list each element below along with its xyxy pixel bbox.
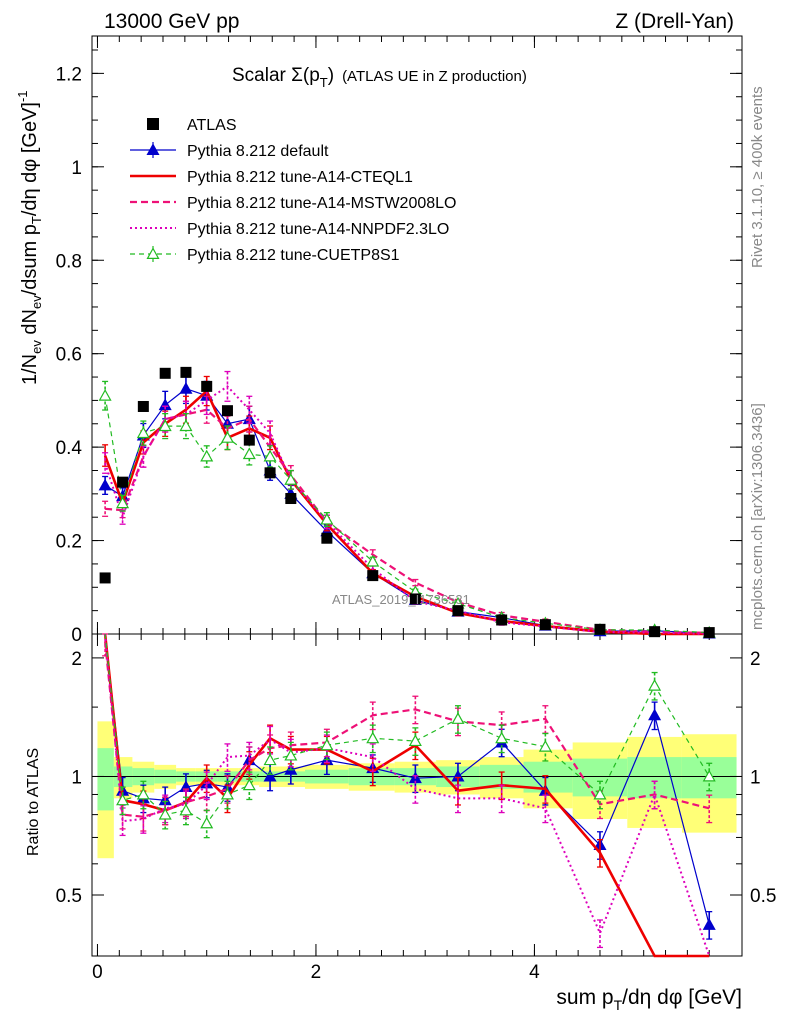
ratio-series-4-marker	[242, 778, 256, 791]
process-label: Z (Drell-Yan)	[615, 10, 734, 33]
series-5-marker	[98, 388, 112, 401]
inner-band-bin	[97, 748, 114, 811]
series-5-marker	[220, 431, 234, 443]
ratio-y-tick-label: 1	[71, 767, 82, 788]
ratio-series-0-marker	[702, 918, 716, 930]
y-axis-label: 1/Nev dNev/dsum pT/dη dφ [GeV]-1	[15, 90, 44, 385]
atlas-data-point	[496, 614, 508, 626]
y-tick-label: 0.8	[56, 251, 82, 272]
ratio-series	[102, 633, 716, 958]
atlas-data-point	[649, 626, 661, 638]
atlas-data-point	[159, 367, 171, 379]
legend-label-0: ATLAS	[187, 117, 237, 134]
ratio-series-4-marker	[702, 769, 716, 782]
atlas-data-point	[137, 400, 149, 412]
legend: ATLAS Pythia 8.212 default Pythia 8.212 tu…	[130, 117, 456, 264]
ratio-series-4-marker	[179, 803, 193, 816]
ratio-panel-frame	[91, 633, 743, 957]
atlas-data-point	[117, 476, 129, 488]
ratio-y-tick-label-right: 0.5	[750, 886, 776, 907]
ratio-y-tick-label: 0.5	[56, 886, 82, 907]
ratio-series-0-marker	[648, 708, 662, 721]
atlas-data-point	[594, 623, 606, 635]
legend-atlas-marker	[147, 118, 159, 130]
series-1-marker	[179, 381, 193, 394]
ratio-series-4-marker	[593, 787, 607, 800]
atlas-data-point	[243, 434, 255, 446]
x-tick-label: 2	[311, 962, 322, 983]
y-tick-label: 0.6	[56, 345, 82, 366]
series-5-marker	[366, 554, 380, 567]
y-tick-label: 0	[71, 625, 82, 646]
atlas-data-point	[321, 532, 333, 544]
legend-label-5: Pythia 8.212 tune-CUETP8S1	[187, 247, 400, 264]
ratio-series-4-marker	[284, 748, 298, 761]
y-tick-label: 1	[71, 158, 82, 179]
series-5-marker	[116, 496, 130, 509]
ratio-series-4-marker	[116, 793, 130, 806]
legend-label-3: Pythia 8.212 tune-A14-MSTW2008LO	[187, 195, 456, 212]
series-5-marker	[200, 449, 214, 462]
series-5-marker	[284, 473, 298, 485]
ratio-series-4-marker	[320, 738, 334, 751]
y-tick-label: 1.2	[56, 64, 82, 85]
ratio-series-4-marker	[408, 734, 422, 747]
ratio-series-4-marker	[451, 712, 465, 724]
atlas-data-point	[409, 593, 421, 605]
ratio-series-4-marker	[366, 731, 380, 744]
atlas-data-point	[264, 467, 276, 479]
atlas-data-point	[367, 570, 379, 582]
ratio-series-4-marker	[158, 807, 172, 820]
legend-label-1: Pythia 8.212 default	[187, 143, 329, 160]
energy-label: 13000 GeV pp	[104, 10, 239, 33]
ratio-series-4-marker	[648, 678, 662, 691]
series-1-marker	[158, 398, 172, 411]
legend-label-2: Pythia 8.212 tune-A14-CTEQL1	[187, 169, 413, 186]
atlas-data-point	[452, 605, 464, 617]
series-5-marker	[263, 449, 277, 462]
series-5-marker	[136, 426, 150, 439]
x-axis-label: sum pT/dη dφ [GeV]	[556, 986, 742, 1013]
series-5-marker	[320, 512, 334, 525]
legend-marker-1	[146, 143, 160, 155]
series-5-marker	[179, 419, 193, 432]
atlas-data-point	[201, 380, 213, 392]
analysis-label: ATLAS_2019_I1736531	[332, 592, 470, 607]
atlas-data-point	[285, 493, 297, 505]
series-1-marker	[98, 478, 112, 491]
ratio-y-tick-label: 2	[71, 649, 82, 670]
chart-title: Scalar Σ(pT) (ATLAS UE in Z production)	[232, 65, 527, 90]
atlas-data-point	[221, 405, 233, 417]
ratio-series-0-marker	[263, 769, 277, 782]
atlas-data-point	[180, 366, 192, 378]
atlas-data-point	[703, 627, 715, 639]
legend-label-4: Pythia 8.212 tune-A14-NNPDF2.3LO	[187, 221, 449, 238]
y-tick-label: 0.4	[56, 438, 83, 459]
atlas-data-point	[539, 619, 551, 631]
series-5-marker	[158, 419, 172, 432]
mcplots-label: mcplots.cern.ch [arXiv:1306.3436]	[749, 403, 766, 630]
series-5-marker	[242, 447, 256, 460]
ratio-y-axis-label: Ratio to ATLAS	[25, 748, 42, 856]
atlas-data-point	[99, 572, 111, 584]
ratio-series-4-marker	[263, 753, 277, 766]
y-tick-label: 0.2	[56, 532, 82, 553]
ratio-series-4-marker	[538, 739, 552, 752]
legend-marker-5	[146, 247, 160, 259]
ratio-series-4-marker	[200, 816, 214, 829]
ratio-y-tick-label-right: 1	[750, 767, 761, 788]
axes: 0 2 4 0 0.2 0.4 0.6 0.8 1 1.2 0.5 0.5 1 1 2 2	[56, 36, 776, 983]
x-tick-label: 4	[529, 962, 540, 983]
x-tick-label: 0	[92, 962, 103, 983]
ratio-series-4-marker	[495, 731, 509, 744]
ratio-series-4-marker	[220, 787, 234, 800]
main-series	[98, 366, 716, 639]
ratio-series-4-marker	[136, 787, 150, 800]
ratio-y-tick-label-right: 2	[750, 649, 761, 670]
rivet-label: Rivet 3.1.10, ≥ 400k events	[749, 86, 766, 268]
